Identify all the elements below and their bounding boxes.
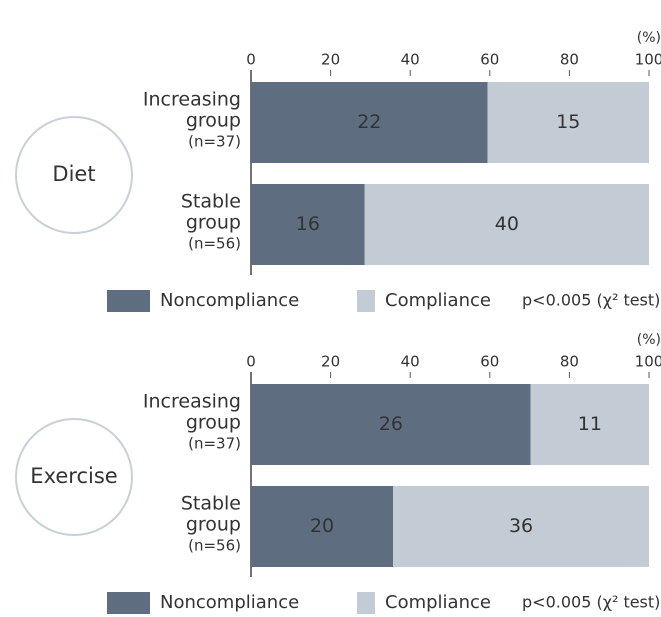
data-label: 40 [495, 213, 519, 235]
data-label: 15 [556, 111, 580, 133]
x-tick-label: 0 [246, 51, 256, 69]
category-label: (n=56) [188, 537, 241, 555]
legend-label: Noncompliance [160, 290, 299, 311]
data-label: 20 [310, 515, 334, 537]
x-tick-label: 100 [635, 353, 661, 371]
legend-swatch [107, 592, 150, 614]
x-tick-label: 20 [321, 353, 340, 371]
category-label: group [186, 412, 241, 434]
legend-label: Compliance [385, 290, 491, 311]
bar-segment [487, 82, 649, 163]
x-tick-label: 60 [480, 353, 499, 371]
group-circle [15, 116, 133, 234]
annotation: p<0.005 (χ² test) [522, 593, 660, 612]
legend-swatch [107, 290, 150, 312]
category-label: Increasing [143, 89, 241, 111]
data-label: 22 [357, 111, 381, 133]
legend-label: Compliance [385, 592, 491, 613]
data-label: 26 [379, 413, 403, 435]
data-label: 11 [578, 413, 602, 435]
bar-segment [393, 486, 649, 567]
bar-segment [251, 384, 531, 465]
x-tick-label: 80 [560, 353, 579, 371]
bar-segment [251, 82, 488, 163]
legend-label: Noncompliance [160, 592, 299, 613]
category-label: group [186, 110, 241, 132]
x-tick-label: 40 [401, 353, 420, 371]
category-label: group [186, 514, 241, 536]
x-unit: (%) [637, 332, 661, 348]
bar-segment [364, 184, 649, 265]
data-label: 16 [296, 213, 320, 235]
category-label: Stable [181, 191, 241, 213]
legend-swatch [357, 592, 375, 614]
group-label: Diet [52, 162, 95, 186]
category-label: Stable [181, 493, 241, 515]
category-label: (n=37) [188, 435, 241, 453]
x-tick-label: 60 [480, 51, 499, 69]
x-tick-label: 100 [635, 51, 661, 69]
category-label: (n=37) [188, 133, 241, 151]
category-label: group [186, 212, 241, 234]
x-tick-label: 40 [401, 51, 420, 69]
bar-segment [251, 486, 394, 567]
category-label: (n=56) [188, 235, 241, 253]
bar-segment [251, 184, 365, 265]
x-tick-label: 0 [246, 353, 256, 371]
group-circle [15, 418, 133, 536]
data-label: 36 [509, 515, 533, 537]
x-tick-label: 80 [560, 51, 579, 69]
x-unit: (%) [637, 30, 661, 46]
legend-swatch [357, 290, 375, 312]
x-tick-label: 20 [321, 51, 340, 69]
bar-segment [530, 384, 649, 465]
category-label: Increasing [143, 391, 241, 413]
annotation: p<0.005 (χ² test) [522, 291, 660, 310]
group-label: Exercise [30, 464, 117, 488]
